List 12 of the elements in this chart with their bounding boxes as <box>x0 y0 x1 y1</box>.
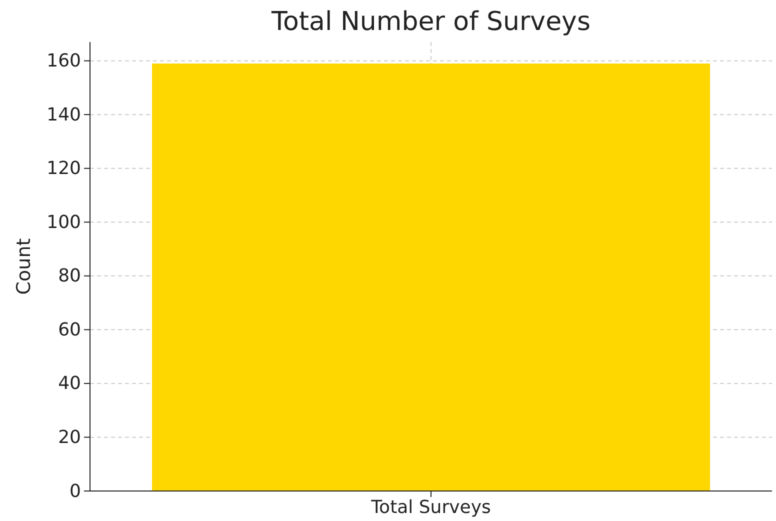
y-tick-label: 160 <box>46 50 81 72</box>
y-axis-title: Count <box>13 238 35 295</box>
y-tick-label: 100 <box>46 212 81 233</box>
y-tick-label: 40 <box>58 373 81 394</box>
y-tick-label: 120 <box>46 158 81 180</box>
x-tick-label: Total Surveys <box>370 496 491 518</box>
y-tick-label: 80 <box>58 266 81 287</box>
y-tick-label: 60 <box>58 319 81 340</box>
chart-title: Total Number of Surveys <box>270 7 591 37</box>
y-tick-label: 140 <box>46 104 81 126</box>
y-tick-label: 20 <box>58 426 81 448</box>
y-tick-label: 0 <box>70 480 81 502</box>
